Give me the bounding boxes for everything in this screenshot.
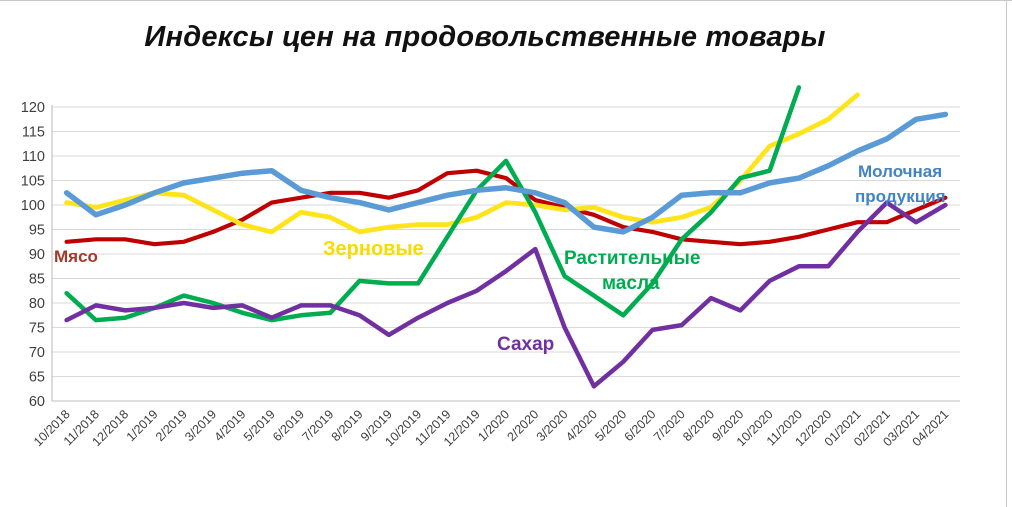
chart-title: Индексы цен на продовольственные товары	[144, 21, 826, 53]
x-axis-tick-label: 5/2020	[592, 407, 629, 444]
series-label: Молочная	[858, 162, 942, 181]
x-axis-tick-label: 1/2019	[124, 407, 161, 444]
x-axis-tick-label: 6/2020	[622, 407, 659, 444]
y-axis-tick-label: 105	[21, 174, 45, 190]
series-label: Сахар	[497, 334, 554, 355]
series-label: Мясо	[54, 247, 98, 266]
y-axis-tick-label: 85	[29, 272, 45, 288]
series-line-сахар	[64, 200, 948, 389]
x-axis-tick-label: 8/2019	[329, 407, 366, 444]
series-label: масла	[602, 273, 660, 294]
y-axis-tick-label: 110	[22, 149, 45, 165]
x-axis-tick-label: 4/2019	[212, 407, 249, 444]
y-axis-tick-label: 80	[29, 296, 45, 312]
series-label: Зерновые	[323, 238, 424, 260]
y-axis-tick-label: 115	[22, 125, 45, 141]
x-axis-tick-label: 2/2019	[153, 407, 190, 444]
y-axis-tick-label: 100	[21, 198, 45, 214]
series-label: Растительные	[564, 248, 700, 269]
x-axis-tick-label: 1/2020	[475, 407, 512, 444]
y-axis-tick-label: 90	[29, 247, 45, 263]
series-label: продукция	[855, 187, 946, 206]
x-axis-tick-label: 2/2020	[504, 407, 541, 444]
x-axis-tick-label: 8/2020	[680, 407, 717, 444]
x-axis-tick-label: 4/2020	[563, 407, 600, 444]
slide-right-border	[1006, 1, 1007, 507]
series-line-молочная-продукция	[63, 111, 949, 235]
x-axis-tick-label: 7/2019	[299, 407, 336, 444]
y-axis-tick-label: 75	[29, 321, 45, 337]
x-axis-tick-label: 3/2019	[182, 407, 219, 444]
series-line-растительные-масла	[64, 85, 802, 323]
y-axis-tick-label: 120	[21, 100, 45, 116]
x-axis-tick-label: 5/2019	[241, 407, 278, 444]
x-axis-tick-label: 6/2019	[270, 407, 307, 444]
y-axis-tick-label: 60	[29, 394, 45, 410]
x-axis-tick-label: 7/2020	[651, 407, 688, 444]
series-line-мясо	[64, 168, 948, 247]
y-axis-tick-label: 70	[29, 345, 45, 361]
y-axis-tick-label: 95	[29, 223, 45, 239]
x-axis-tick-label: 3/2020	[534, 407, 571, 444]
y-axis-tick-label: 65	[29, 370, 45, 386]
